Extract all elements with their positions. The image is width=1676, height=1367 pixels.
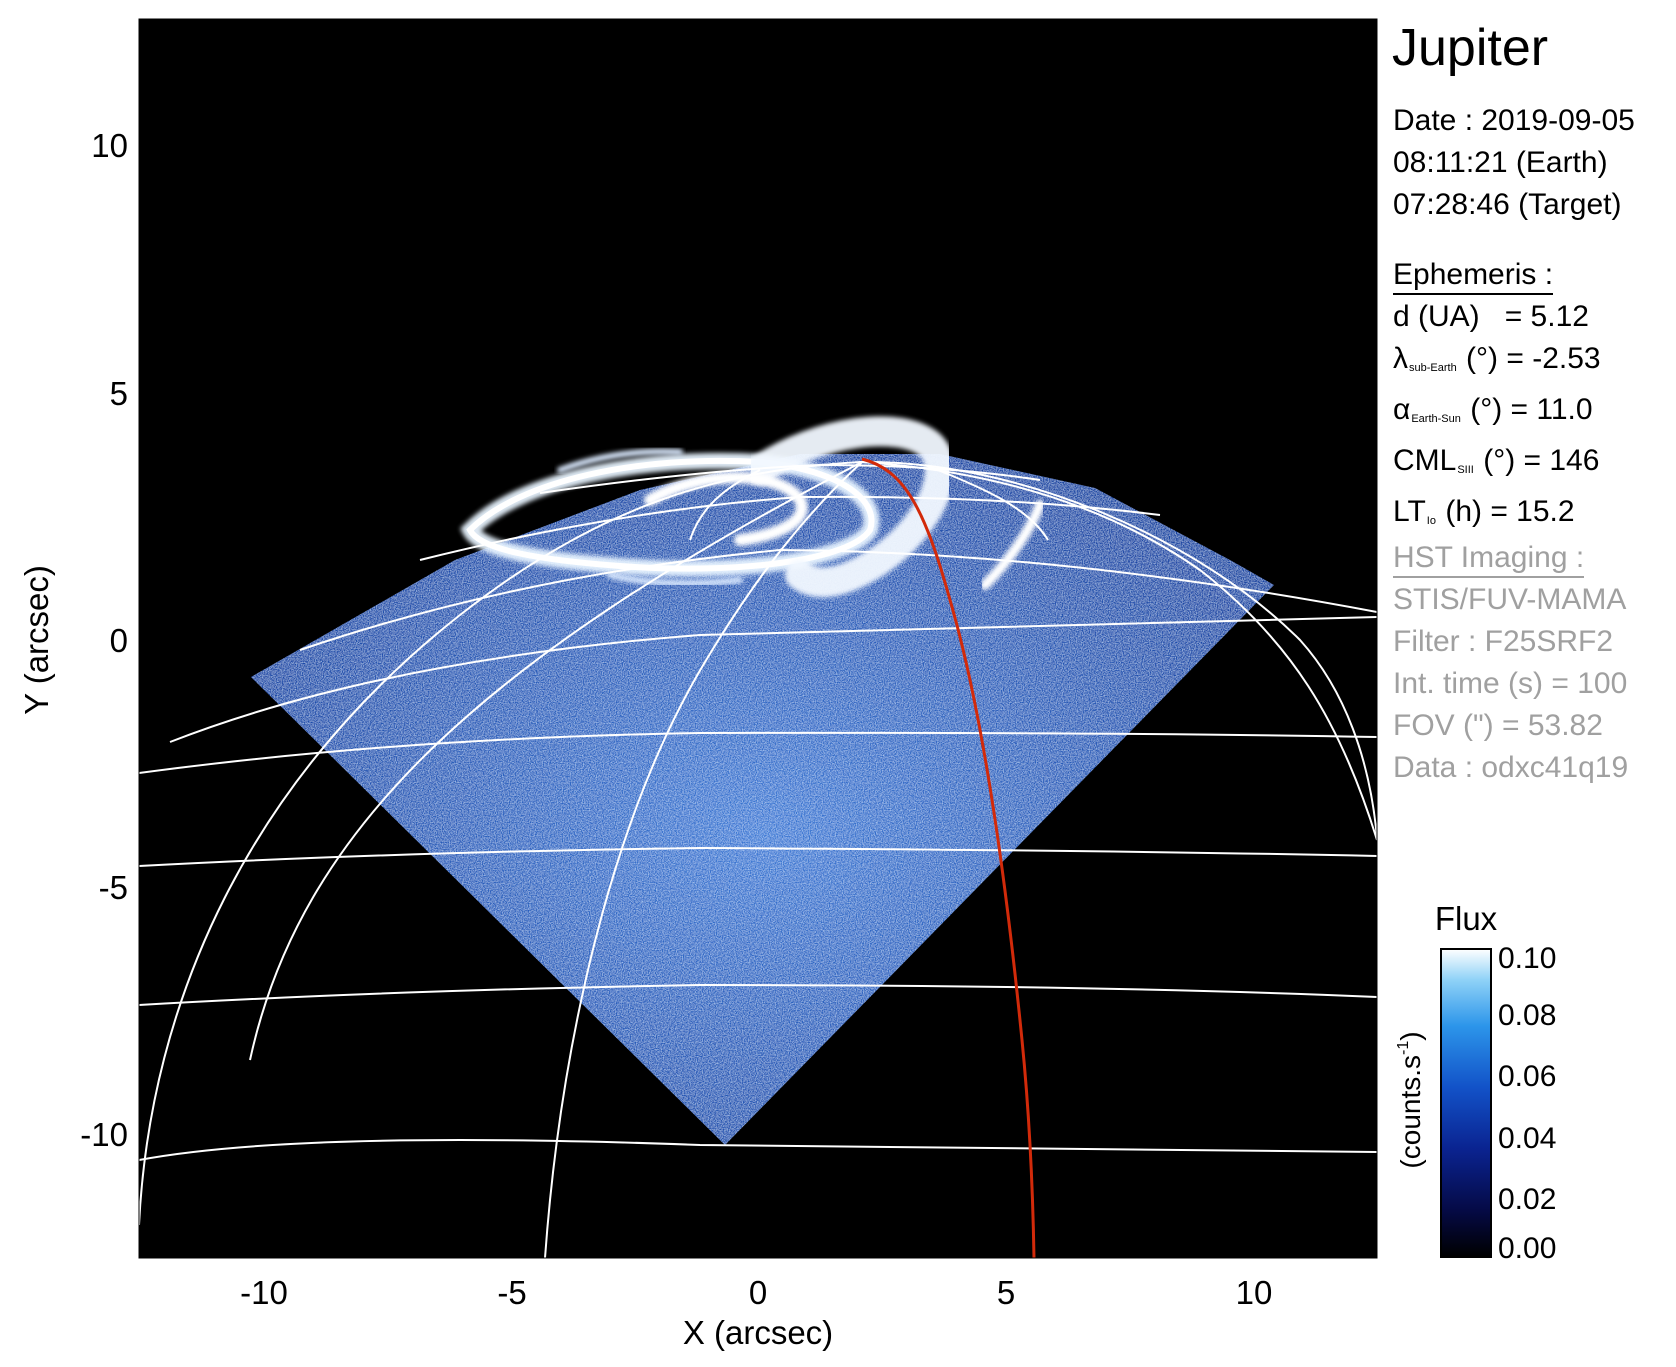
latitude-line [139, 846, 1377, 867]
x-tick-label: 10 [1236, 1274, 1273, 1311]
imaging-integration-time: Int. time (s) = 100 [1393, 667, 1628, 700]
meridian-line [924, 464, 1049, 541]
meridian-line [689, 469, 761, 541]
latitude-line [419, 495, 1161, 561]
x-tick-label: 0 [749, 1274, 767, 1311]
ephemeris-header: Ephemeris : [1393, 257, 1554, 295]
latitude-line [139, 1139, 1377, 1161]
x-tick-label: -10 [240, 1274, 288, 1311]
imaging-block: HST Imaging : STIS/FUV-MAMA Filter : F25… [1393, 537, 1628, 789]
x-tick-label: -5 [497, 1274, 526, 1311]
ephemeris-distance: d (UA) = 5.12 [1393, 300, 1589, 333]
colorbar-tick-label: 0.10 [1498, 942, 1556, 975]
y-tick-label: -5 [99, 869, 128, 906]
x-tick-label: 5 [997, 1274, 1015, 1311]
image-frame [138, 18, 1378, 1259]
limb [139, 460, 1377, 1226]
x-axis: -10 -5 0 5 10 X (arcsec) [240, 1274, 1272, 1351]
latitude-line [139, 983, 1377, 1006]
y-tick-label: 0 [110, 622, 128, 659]
colorbar-unit: (counts.s-1) [1395, 1031, 1426, 1168]
y-tick-label: 10 [91, 127, 128, 164]
ephemeris-local-time: LTIo (h) = 15.2 [1393, 495, 1575, 528]
date-line: Date : 2019-09-05 [1393, 104, 1635, 137]
colorbar-tick-label: 0.06 [1498, 1060, 1556, 1093]
ephemeris-sub-earth-latitude: λsub-Earth (°) = -2.53 [1393, 342, 1601, 375]
meridian-line [249, 461, 863, 1061]
colorbar-tick-label: 0.02 [1498, 1183, 1556, 1216]
colorbar-tick-label: 0.08 [1498, 999, 1556, 1032]
target-title: Jupiter [1392, 19, 1549, 77]
x-axis-label: X (arcsec) [683, 1314, 833, 1351]
ephemeris-block: Ephemeris : d (UA) = 5.12 λsub-Earth (°)… [1393, 254, 1601, 542]
y-axis-label: Y (arcsec) [18, 565, 55, 715]
meridian-line [544, 461, 863, 1258]
central-meridian-highlight [861, 457, 1036, 1258]
image-content [139, 416, 1377, 1258]
ephemeris-phase-angle: αEarth-Sun (°) = 11.0 [1393, 393, 1593, 426]
imaging-data-id: Data : odxc41q19 [1393, 751, 1629, 784]
planet-grid [139, 460, 1377, 1258]
imaging-filter: Filter : F25SRF2 [1393, 625, 1614, 658]
colorbar-tick-label: 0.00 [1498, 1232, 1556, 1265]
latitude-line [169, 616, 1377, 743]
date-block: Date : 2019-09-05 08:11:21 (Earth) 07:28… [1393, 100, 1635, 226]
target-time: 07:28:46 (Target) [1393, 188, 1622, 221]
meridian-line [861, 461, 1377, 841]
colorbar: Flux 0.10 0.08 0.06 0.04 0.02 0.00 (coun… [1395, 900, 1556, 1265]
colorbar-title: Flux [1435, 900, 1498, 937]
aurora-emission [460, 416, 1045, 598]
colorbar-tick-label: 0.04 [1498, 1122, 1556, 1155]
y-axis: 10 5 0 -5 -10 Y (arcsec) [18, 127, 128, 1153]
imaging-fov: FOV (") = 53.82 [1393, 709, 1603, 742]
ephemeris-cml: CMLSIII (°) = 146 [1393, 444, 1600, 477]
latitude-line [139, 731, 1377, 774]
earth-time: 08:11:21 (Earth) [1393, 146, 1608, 179]
colorbar-scale [1440, 948, 1492, 1258]
y-tick-label: 5 [110, 375, 128, 412]
imaging-header: HST Imaging : [1393, 540, 1585, 578]
imaging-instrument: STIS/FUV-MAMA [1393, 583, 1627, 616]
y-tick-label: -10 [80, 1116, 128, 1153]
